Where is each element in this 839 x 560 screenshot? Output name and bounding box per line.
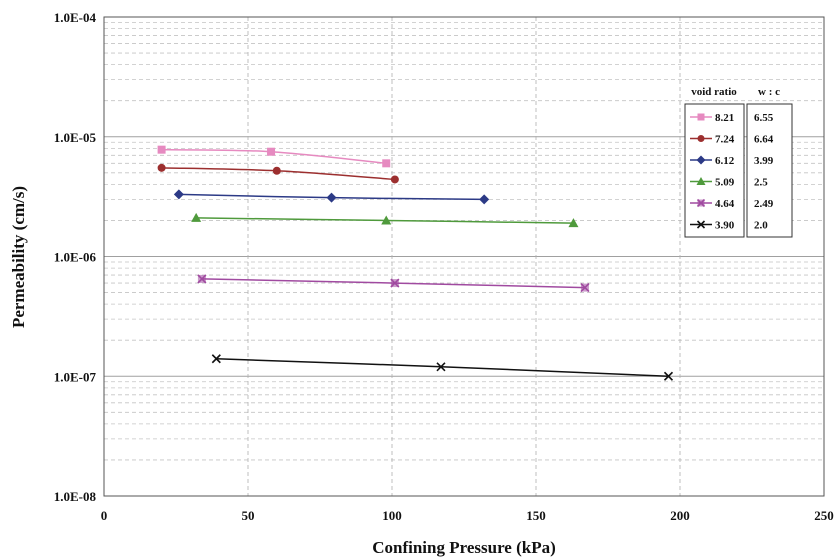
legend-marker	[696, 155, 706, 165]
data-point	[211, 354, 221, 364]
legend-box	[684, 103, 745, 238]
y-axis-title: Permeability (cm/s)	[9, 186, 28, 328]
series-4.64	[197, 274, 590, 293]
data-point	[568, 218, 579, 228]
series-6.12	[173, 189, 490, 205]
legend-marker	[696, 198, 706, 208]
data-point	[326, 192, 337, 203]
data-point	[173, 189, 184, 200]
series-group	[157, 145, 674, 381]
data-point	[390, 175, 399, 184]
grid-lines	[104, 17, 824, 496]
legend-wc-value: 2.49	[754, 198, 774, 210]
data-point	[267, 147, 276, 156]
x-tick-label: 150	[526, 508, 546, 523]
x-tick-label: 50	[242, 508, 255, 523]
data-point	[382, 159, 391, 168]
legend-wc-value: 6.64	[754, 134, 774, 146]
series-5.09	[191, 212, 579, 228]
plot-border	[103, 16, 825, 497]
data-point	[436, 362, 446, 372]
data-point	[390, 278, 400, 288]
y-tick-label: 1.0E-04	[54, 10, 97, 25]
y-tick-label: 1.0E-06	[54, 250, 97, 265]
y-tick-label: 1.0E-05	[54, 130, 97, 145]
legend-void-ratio: 4.64	[715, 198, 735, 210]
legend-wc-value: 6.55	[754, 112, 774, 124]
data-point	[197, 274, 207, 284]
y-tick-label: 1.0E-08	[54, 489, 97, 504]
y-tick-label: 1.0E-07	[54, 369, 97, 384]
legend-wc-value: 2.0	[754, 220, 768, 232]
legend-wc-value: 2.5	[754, 177, 768, 189]
legend-marker	[696, 177, 706, 185]
legend-wc-value: 3.99	[754, 155, 774, 167]
x-tick-label: 250	[814, 508, 834, 523]
x-tick-label: 0	[101, 508, 108, 523]
y-tick-labels: 1.0E-08 1.0E-07 1.0E-06 1.0E-05 1.0E-04	[54, 10, 97, 504]
x-tick-labels: 0 50 100 150 200 250	[101, 508, 834, 523]
data-point	[157, 145, 166, 154]
x-axis-title: Confining Pressure (kPa)	[372, 538, 556, 557]
legend-void-ratio: 3.90	[715, 220, 735, 232]
legend-marker	[697, 113, 705, 121]
legend: void ratio w : c 8.21 6.55 7.24 6.64 6.12 3.99 5…	[684, 86, 793, 238]
legend-void-ratio: 7.24	[715, 134, 735, 146]
data-point	[580, 283, 590, 293]
data-point	[479, 194, 490, 205]
legend-header-void-ratio: void ratio	[691, 86, 737, 98]
legend-marker	[697, 135, 705, 142]
data-point	[381, 215, 392, 225]
data-point	[663, 371, 674, 381]
data-point	[157, 163, 166, 172]
series-7.24	[157, 163, 399, 184]
x-tick-label: 200	[670, 508, 690, 523]
series-8.21	[157, 145, 391, 168]
legend-header-wc: w : c	[758, 86, 780, 98]
legend-marker	[696, 220, 706, 229]
data-point	[272, 166, 281, 175]
legend-wc-box	[746, 103, 793, 238]
legend-void-ratio: 8.21	[715, 112, 734, 124]
legend-void-ratio: 5.09	[715, 177, 735, 189]
series-3.90	[211, 354, 674, 381]
x-tick-label: 100	[382, 508, 402, 523]
legend-void-ratio: 6.12	[715, 155, 735, 167]
data-point	[191, 212, 202, 222]
